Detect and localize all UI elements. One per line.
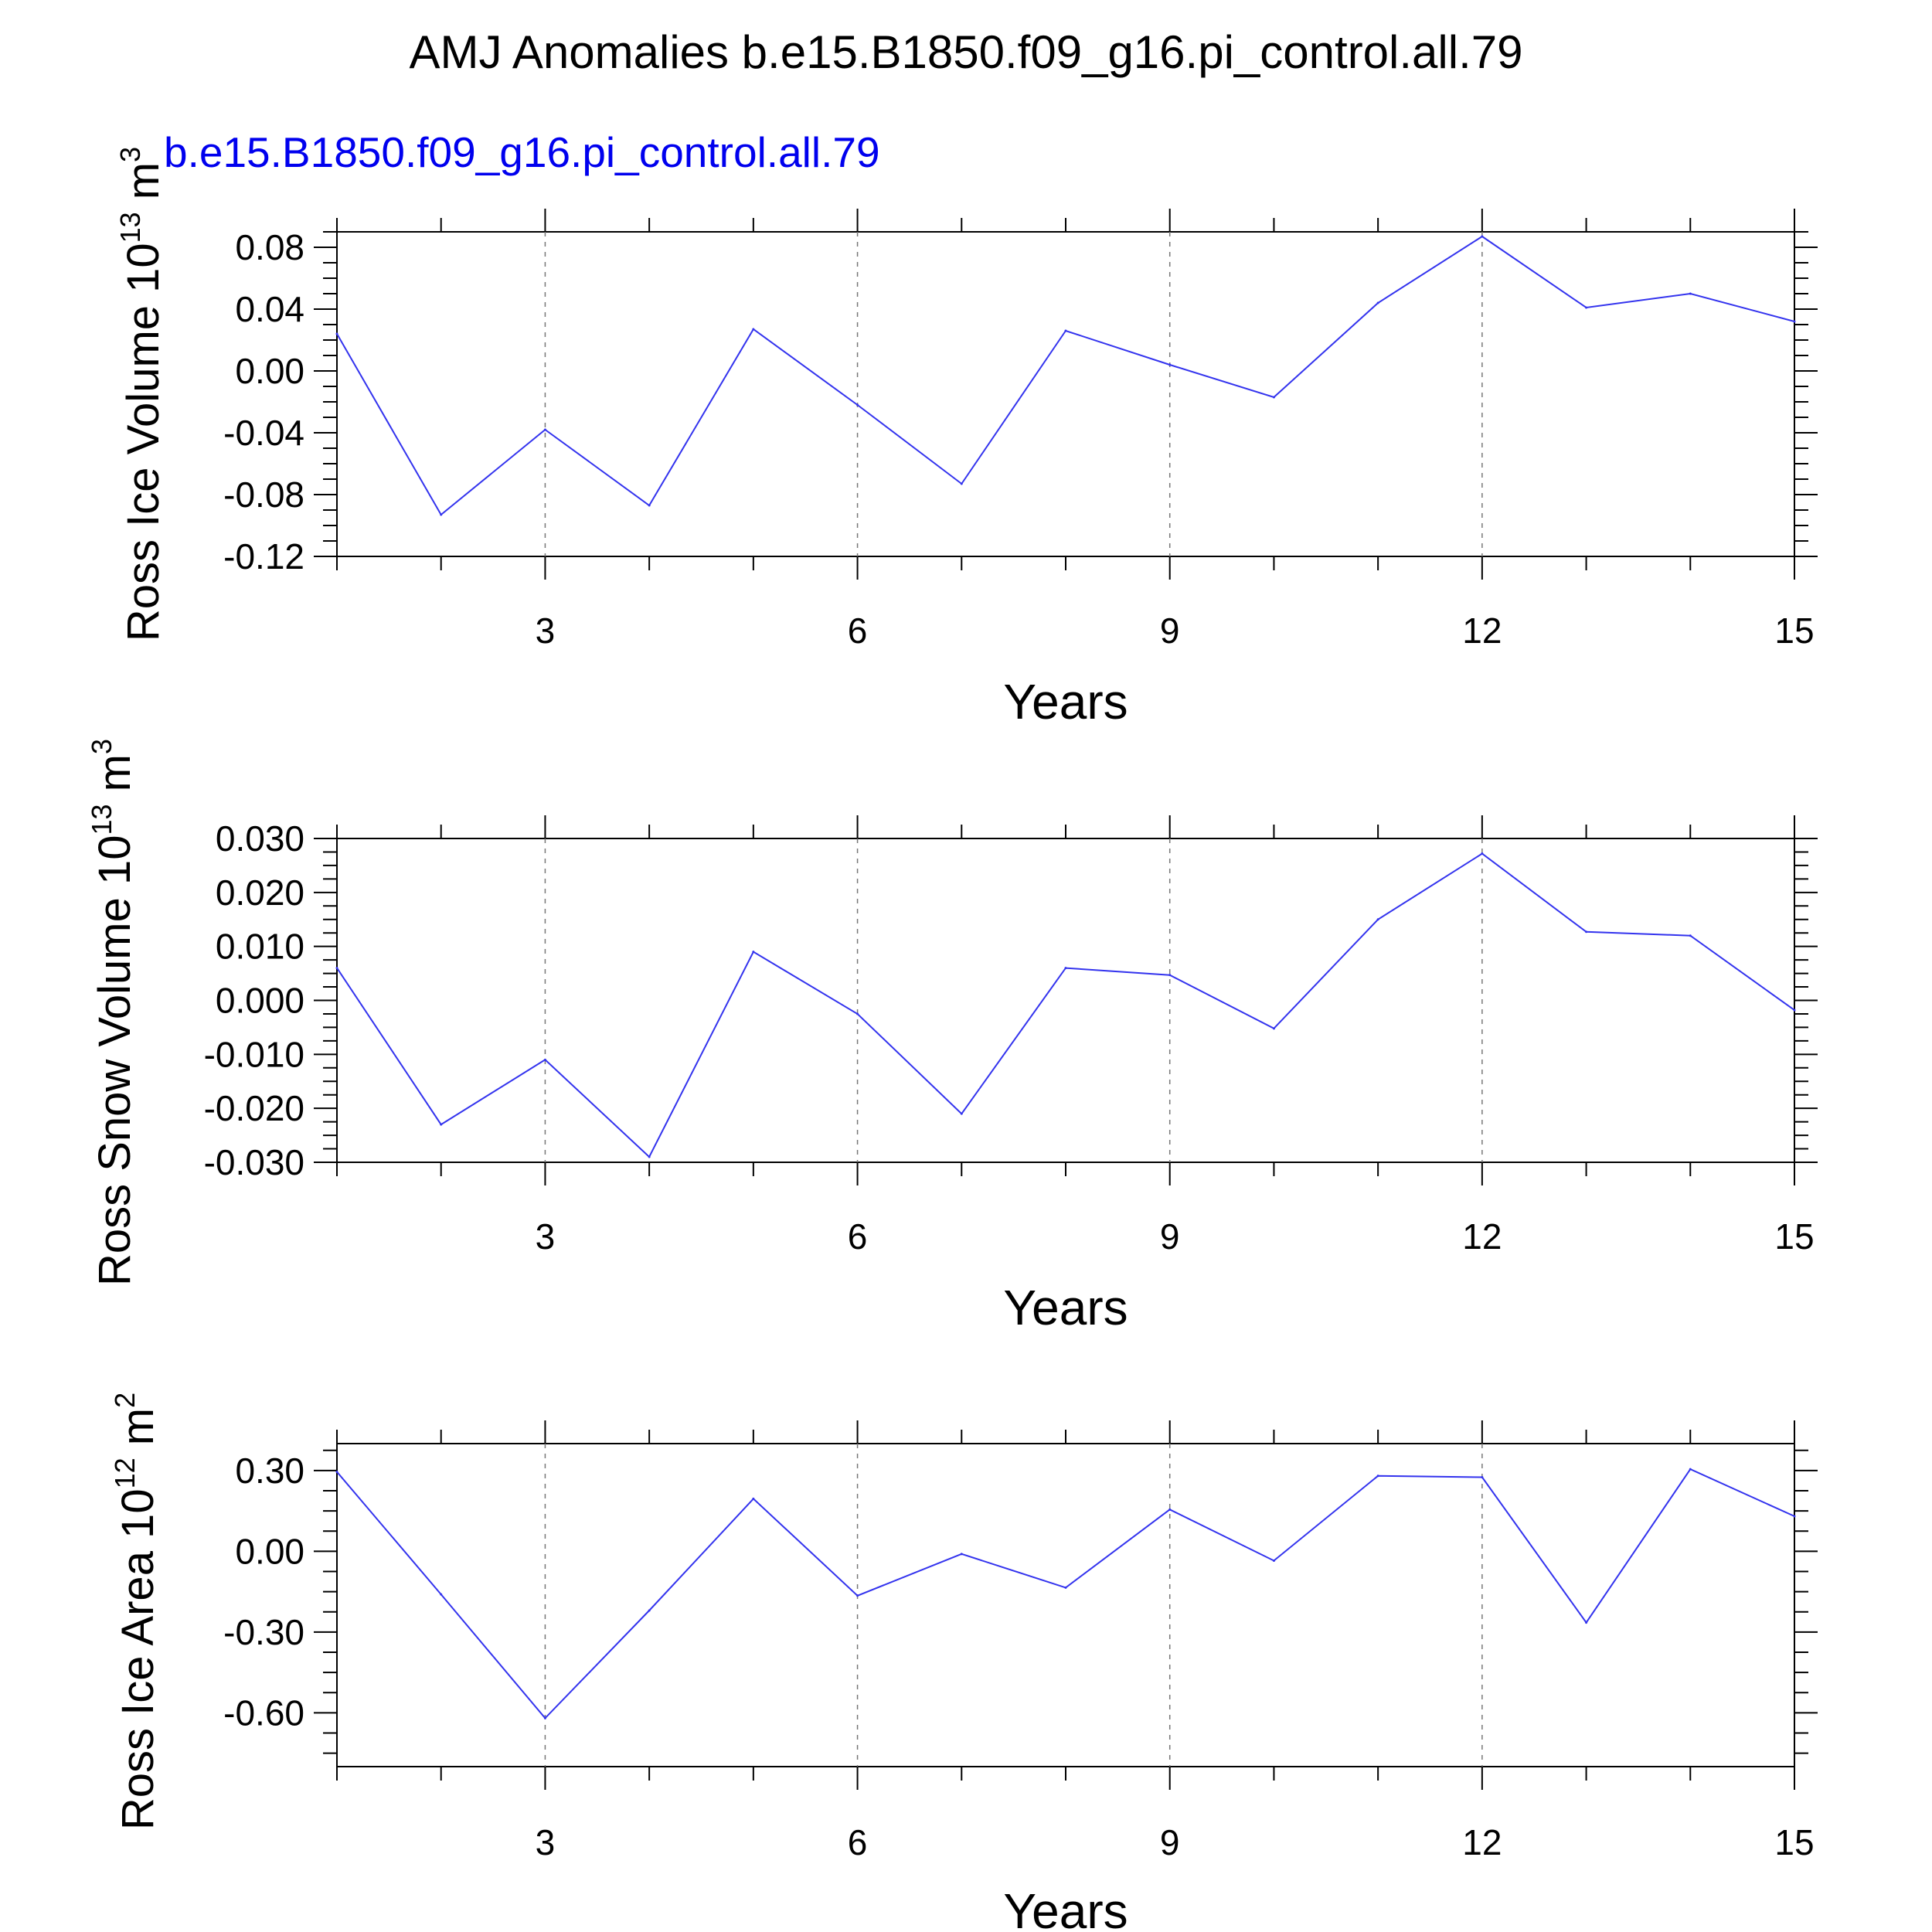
y-axis-label-space — [118, 199, 168, 212]
x-tick-label: 9 — [1160, 1822, 1180, 1862]
x-tick-label: 6 — [848, 611, 868, 651]
y-axis-label: Ross Snow Volume 1013 m3 — [86, 739, 140, 1286]
x-axis-label: Years — [1003, 674, 1128, 730]
y-axis-label-text: Ross Ice Area 10 — [113, 1488, 163, 1830]
plot-frame — [336, 838, 1795, 1163]
y-axis-label-space — [90, 791, 140, 804]
panel-ross-snow-volume: 0.030 0.020 0.010 0.000 -0.010 -0.020 -0.030 3… — [86, 739, 1818, 1335]
axis-ticks — [314, 209, 1818, 580]
y-tick-label: 0.08 — [235, 227, 304, 267]
x-tick-label: 3 — [536, 1216, 556, 1257]
x-grid — [544, 838, 1483, 1162]
y-tick-label: -0.030 — [204, 1142, 304, 1182]
y-tick-label: -0.04 — [223, 413, 304, 453]
y-axis-label-space — [113, 1445, 163, 1458]
x-tick-label: 9 — [1160, 1216, 1180, 1257]
y-tick-label: 0.000 — [216, 981, 304, 1021]
data-points — [335, 852, 1796, 1158]
y-axis-label-power: 12 — [109, 1458, 141, 1488]
y-tick-label: -0.12 — [223, 536, 304, 577]
data-points — [335, 1468, 1796, 1719]
y-axis-label-unit-power: 2 — [109, 1393, 141, 1408]
y-tick-label: -0.08 — [223, 474, 304, 515]
x-tick-label: 6 — [848, 1216, 868, 1257]
y-axis-label-unit-power: 3 — [114, 147, 146, 162]
y-tick-labels: 0.30 0.00 -0.30 -0.60 — [223, 1451, 304, 1733]
x-grid — [544, 1444, 1483, 1767]
x-tick-label: 6 — [848, 1822, 868, 1862]
y-axis-label-unit: m — [118, 162, 168, 199]
x-tick-labels: 3 6 9 12 15 — [536, 611, 1815, 651]
y-tick-label: 0.04 — [235, 289, 304, 329]
plot-frame — [336, 231, 1795, 557]
x-grid — [544, 232, 1483, 556]
series-line — [336, 1468, 1795, 1719]
x-axis-label: Years — [1003, 1883, 1128, 1932]
y-axis-label-power: 13 — [114, 212, 146, 243]
y-axis-label-text: Ross Ice Volume 10 — [118, 243, 168, 641]
x-tick-label: 15 — [1774, 1216, 1814, 1257]
y-tick-labels: 0.030 0.020 0.010 0.000 -0.010 -0.020 -0.030 — [204, 818, 304, 1182]
y-tick-label: 0.030 — [216, 818, 304, 859]
y-tick-label: 0.30 — [235, 1451, 304, 1491]
x-tick-label: 12 — [1462, 1216, 1502, 1257]
plot-frame — [336, 1443, 1795, 1767]
y-axis-label: Ross Ice Area 1012 m2 — [109, 1393, 163, 1830]
axis-ticks — [314, 815, 1818, 1185]
y-tick-label: 0.00 — [235, 351, 304, 391]
y-axis-label-unit: m — [113, 1408, 163, 1445]
y-axis-label-unit-power: 3 — [86, 739, 117, 754]
x-tick-labels: 3 6 9 12 15 — [536, 1822, 1815, 1862]
case-label: b.e15.B1850.f09_g16.pi_control.all.79 — [164, 128, 880, 176]
x-tick-label: 9 — [1160, 611, 1180, 651]
y-tick-label: 0.020 — [216, 872, 304, 913]
y-axis-label-text: Ross Snow Volume 10 — [90, 835, 140, 1286]
panel-ross-ice-volume: 0.08 0.04 0.00 -0.04 -0.08 -0.12 3 6 9 12 15 Year… — [114, 147, 1818, 730]
x-tick-label: 12 — [1462, 1822, 1502, 1862]
y-tick-labels: 0.08 0.04 0.00 -0.04 -0.08 -0.12 — [223, 227, 304, 577]
y-axis-label-power: 13 — [86, 804, 117, 835]
x-tick-label: 12 — [1462, 611, 1502, 651]
y-tick-label: -0.30 — [223, 1612, 304, 1652]
x-tick-label: 15 — [1774, 1822, 1814, 1862]
y-tick-label: -0.020 — [204, 1088, 304, 1128]
axis-ticks — [314, 1420, 1818, 1790]
y-axis-label-unit: m — [90, 754, 140, 791]
y-tick-label: 0.010 — [216, 927, 304, 967]
y-tick-label: -0.010 — [204, 1034, 304, 1074]
y-tick-label: 0.00 — [235, 1531, 304, 1571]
x-tick-label: 15 — [1774, 611, 1814, 651]
series-line — [336, 235, 1795, 516]
figure-title: AMJ Anomalies b.e15.B1850.f09_g16.pi_con… — [410, 26, 1523, 78]
y-tick-label: -0.60 — [223, 1692, 304, 1733]
x-tick-label: 3 — [536, 1822, 556, 1862]
data-points — [335, 235, 1796, 516]
x-tick-label: 3 — [536, 611, 556, 651]
y-axis-label: Ross Ice Volume 1013 m3 — [114, 147, 168, 641]
panel-ross-ice-area: 0.30 0.00 -0.30 -0.60 3 6 9 12 15 Years Ross Ic… — [109, 1393, 1818, 1932]
x-axis-label: Years — [1003, 1280, 1128, 1335]
x-tick-labels: 3 6 9 12 15 — [536, 1216, 1815, 1257]
series-line — [336, 852, 1795, 1158]
